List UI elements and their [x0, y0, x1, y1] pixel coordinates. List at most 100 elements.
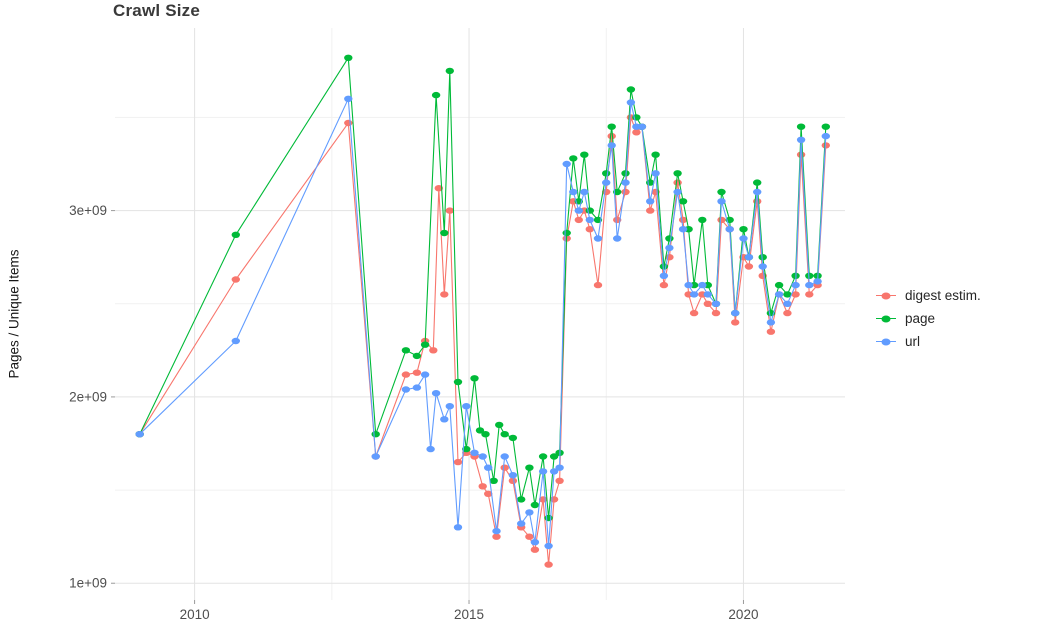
data-point-digest-estim [525, 533, 534, 540]
data-point-page [651, 151, 660, 158]
data-point-page [500, 431, 509, 438]
data-point-digest-estim [478, 483, 487, 490]
y-tick-label: 2e+09 [69, 389, 107, 404]
data-point-page [475, 427, 485, 434]
data-point-url [549, 468, 559, 475]
data-point-url [371, 453, 380, 460]
data-point-digest-estim [544, 561, 553, 568]
data-point-url [562, 160, 571, 168]
data-point-digest-estim [783, 309, 792, 317]
data-point-page [517, 496, 526, 503]
chart-title: Crawl Size [113, 1, 201, 20]
data-point-url [517, 520, 526, 527]
data-point-url [484, 464, 493, 471]
data-point-page [495, 421, 504, 429]
legend-key-page [876, 312, 896, 326]
data-point-page [753, 179, 762, 186]
data-point-digest-estim [574, 216, 583, 224]
data-point-url [805, 281, 814, 289]
data-point-url [401, 386, 411, 393]
x-tick-label: 2015 [454, 607, 484, 622]
data-point-url [500, 453, 509, 460]
data-point-digest-estim [805, 291, 814, 298]
data-point-page [431, 91, 441, 99]
data-point-digest-estim [440, 291, 449, 298]
data-point-url [574, 207, 583, 214]
legend-item-digest-estim: digest estim. [876, 288, 981, 303]
data-point-url [703, 291, 712, 298]
data-point-page [821, 123, 830, 130]
data-point-url [440, 416, 449, 423]
data-point-url [602, 179, 611, 186]
data-point-digest-estim [500, 464, 509, 471]
data-point-page [602, 170, 611, 177]
data-point-page [678, 198, 688, 205]
data-point-page [538, 453, 548, 460]
data-point-digest-estim [484, 490, 493, 497]
legend-item-page: page [876, 311, 981, 326]
data-point-url [431, 390, 441, 397]
data-point-url [530, 539, 540, 546]
data-point-page [401, 347, 411, 354]
data-point-page [783, 291, 792, 298]
data-point-page [774, 281, 784, 289]
data-point-url [412, 384, 422, 391]
data-point-url [478, 453, 487, 460]
data-point-digest-estim [717, 216, 726, 224]
data-point-url [344, 95, 353, 103]
data-point-digest-estim [621, 188, 630, 196]
data-point-url [637, 123, 647, 130]
data-point-url [555, 464, 564, 471]
data-point-digest-estim [659, 281, 669, 289]
data-point-url [135, 431, 144, 438]
data-point-url [796, 136, 806, 143]
data-point-digest-estim [492, 533, 501, 540]
data-point-page [371, 431, 380, 438]
data-point-url [821, 132, 830, 140]
data-point-url [426, 445, 435, 453]
data-point-url [813, 278, 822, 285]
data-point-url [651, 170, 660, 177]
data-point-digest-estim [412, 369, 422, 376]
data-point-page [758, 254, 767, 261]
data-point-url [731, 309, 740, 317]
data-point-url [791, 281, 800, 289]
data-point-url [766, 319, 776, 326]
data-point-url [420, 371, 430, 378]
data-point-page [698, 216, 707, 224]
data-point-page [481, 431, 490, 438]
data-point-digest-estim [593, 281, 603, 289]
data-point-url [453, 524, 463, 531]
data-point-url [585, 216, 594, 224]
data-point-page [440, 229, 449, 237]
data-point-digest-estim [344, 119, 353, 127]
x-tick-label: 2010 [180, 607, 210, 622]
legend-point-icon [881, 292, 891, 299]
y-tick-label: 1e+09 [69, 576, 107, 591]
data-point-url [508, 472, 518, 479]
data-point-page [544, 514, 553, 522]
data-point-page [231, 231, 240, 238]
data-point-page [659, 263, 669, 270]
data-point-page [569, 155, 578, 162]
legend-key-url [876, 335, 896, 349]
data-point-page [489, 477, 498, 484]
data-point-page [470, 375, 479, 382]
data-point-page [585, 207, 594, 214]
data-point-url [646, 198, 655, 205]
data-point-digest-estim [791, 291, 800, 298]
data-point-url [607, 142, 616, 149]
data-point-digest-estim [429, 347, 438, 354]
data-point-url [659, 272, 669, 279]
data-point-page [344, 54, 353, 61]
data-point-page [621, 170, 630, 177]
data-point-digest-estim [607, 132, 616, 140]
data-point-url [231, 337, 240, 345]
data-point-page [462, 445, 471, 453]
data-point-digest-estim [585, 226, 594, 233]
data-point-digest-estim [453, 458, 463, 466]
data-point-url [689, 291, 699, 298]
data-point-digest-estim [766, 328, 776, 335]
data-point-url [538, 468, 548, 475]
